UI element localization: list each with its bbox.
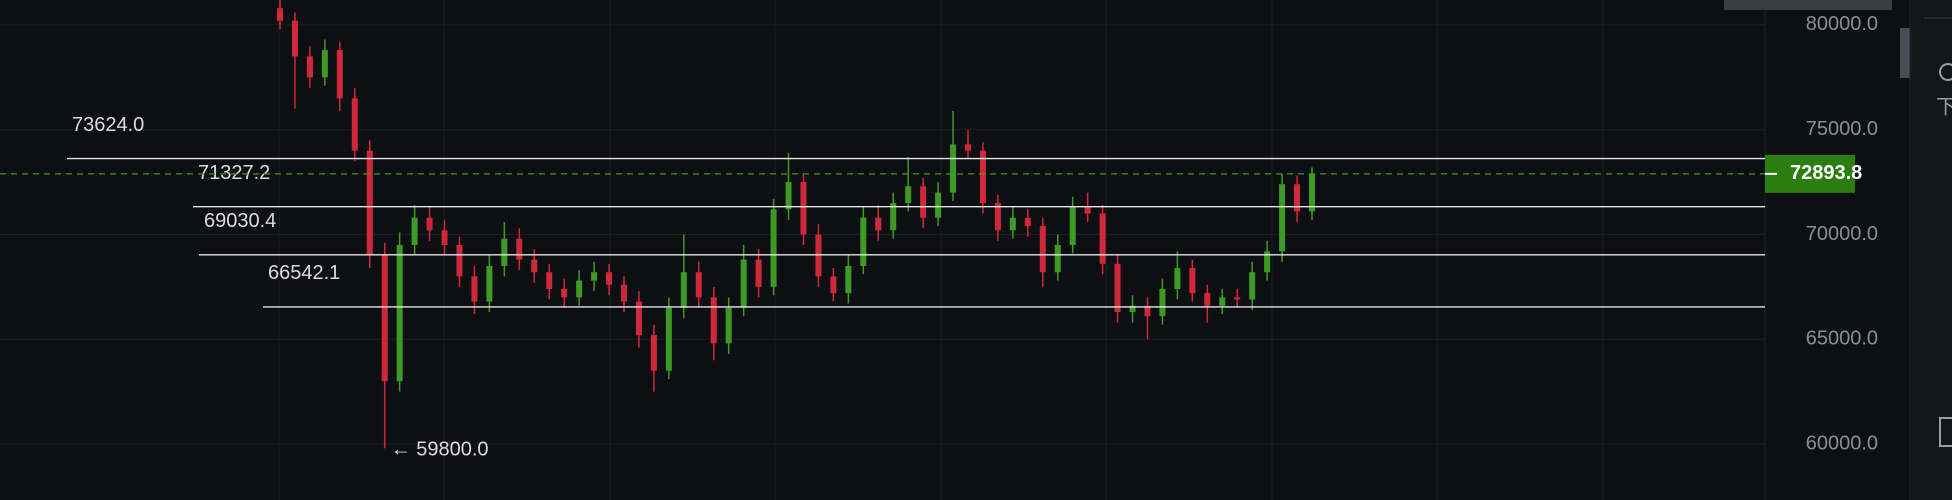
candle-body [1294,184,1301,212]
last-price-label: 72893.8 [1790,162,1862,184]
low-annotation: ← 59800.0 [391,439,489,461]
candle-body [1099,213,1106,264]
candle-body [1069,207,1076,245]
candle-body [1279,184,1286,252]
candle-body [1144,305,1151,317]
candle-body [755,259,762,287]
candle-body [875,217,882,231]
candle-body [351,98,358,151]
candle-body [426,217,433,231]
candle-body [1234,297,1241,300]
side-icon[interactable] [1939,417,1952,447]
y-tick-label: 65000.0 [1806,328,1878,350]
candle-body [1309,173,1315,212]
candle-body [890,203,897,231]
candle-body [336,50,343,99]
candle-body [965,144,971,151]
candle-body [1084,207,1091,214]
side-icon[interactable] [1939,63,1952,81]
candle-body [1054,244,1061,273]
candle-body [725,307,732,344]
candle-body [860,217,867,266]
candle-body [740,259,747,308]
candle-body [381,255,388,382]
candle-body [486,265,493,302]
candle-body [1024,217,1031,227]
candle-body [905,186,912,204]
level-label: 71327.2 [198,162,270,184]
candle-body [1189,268,1196,294]
candle-body [291,20,298,57]
vertical-grid [278,0,1604,500]
candle-body [321,50,328,78]
candle-body [621,284,627,302]
candle-body [306,56,313,78]
candle-body [950,144,957,193]
level-label: 66542.1 [268,262,340,284]
candle-body [561,288,568,298]
candle-body [770,209,777,287]
candle-body [1159,288,1166,317]
overlay: 60000.0 65000.0 70000.0 75000.0 80000.0 73624… [0,13,1878,461]
side-text[interactable]: 下 [1936,96,1952,118]
candle-body [1219,297,1226,306]
candle-body [710,297,717,344]
candle-body [1039,226,1046,273]
candle-body [591,272,598,281]
candle-body [935,192,942,218]
level-label: 73624.0 [72,114,144,136]
candle-body [665,307,672,371]
level-label: 69030.4 [204,210,276,232]
y-tick-label: 80000.0 [1806,13,1878,35]
price-axis [1766,0,1908,500]
candle-body [1264,251,1271,273]
candle-body [979,150,986,204]
candle-body [635,301,642,336]
candle-body [650,335,657,371]
candle-body [441,230,448,245]
candle-body [531,259,538,273]
candle-body [1114,263,1121,313]
candle-body [830,276,837,294]
candle-body [366,150,373,256]
candle-body [1204,293,1211,306]
candle-body [1129,305,1136,313]
candle-body [800,182,807,235]
last-price-box [1765,154,1855,193]
candle-body [396,244,403,382]
y-tick-label: 70000.0 [1806,223,1878,245]
candle-body [785,182,792,210]
candle-body [680,272,687,308]
candle-body [576,280,583,298]
candle-body [546,272,553,289]
candle-body [1249,272,1256,300]
y-tick-label: 75000.0 [1806,118,1878,140]
candles [277,0,1315,449]
collapse-handle[interactable] [1900,28,1910,78]
candle-body [1009,217,1016,231]
candle-body [277,8,283,21]
candle-body [695,272,702,298]
candle-body [516,238,523,260]
candle-body [411,217,418,245]
candle-body [845,265,852,294]
candle-body [1174,268,1181,289]
candle-body [994,203,1001,231]
candle-body [920,186,927,218]
y-tick-label: 60000.0 [1806,432,1878,454]
candle-body [471,276,478,302]
side-panel [1910,0,1952,500]
scrollbar[interactable] [1724,0,1892,10]
candle-body [606,272,613,285]
candle-body [501,238,508,266]
plot-background [0,0,1766,500]
candle-body [456,244,463,277]
